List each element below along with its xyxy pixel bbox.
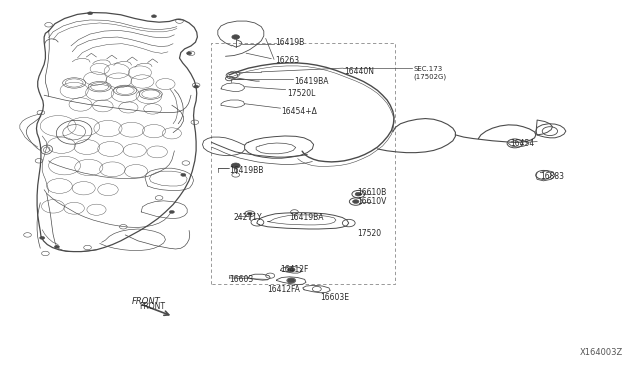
Circle shape bbox=[170, 211, 174, 214]
Text: 16454+Δ: 16454+Δ bbox=[282, 108, 317, 116]
Circle shape bbox=[152, 15, 157, 18]
Text: 24271Y: 24271Y bbox=[234, 213, 262, 222]
Text: 17520L: 17520L bbox=[287, 89, 315, 98]
Circle shape bbox=[193, 85, 198, 88]
Circle shape bbox=[186, 52, 191, 55]
Text: 16419BA: 16419BA bbox=[294, 77, 329, 86]
Text: 16610B: 16610B bbox=[357, 188, 387, 197]
Circle shape bbox=[287, 278, 295, 283]
Text: 17520: 17520 bbox=[357, 229, 381, 238]
Text: 16419BA: 16419BA bbox=[289, 213, 324, 222]
Circle shape bbox=[40, 236, 45, 239]
Text: 16263: 16263 bbox=[275, 56, 300, 65]
Text: 16610V: 16610V bbox=[357, 197, 387, 206]
Circle shape bbox=[353, 200, 359, 203]
Text: 16454: 16454 bbox=[510, 139, 534, 148]
Circle shape bbox=[355, 192, 362, 196]
Text: X164003Z: X164003Z bbox=[580, 348, 623, 357]
Text: FRONT: FRONT bbox=[132, 297, 161, 306]
Circle shape bbox=[247, 212, 252, 215]
Text: 16419B: 16419B bbox=[275, 38, 305, 47]
Text: 16883: 16883 bbox=[540, 172, 564, 181]
Text: FRONT: FRONT bbox=[140, 302, 166, 311]
Circle shape bbox=[231, 163, 240, 168]
Text: 16603E: 16603E bbox=[320, 293, 349, 302]
Circle shape bbox=[287, 267, 295, 272]
Circle shape bbox=[88, 12, 93, 15]
Circle shape bbox=[54, 245, 60, 248]
Text: 16440N: 16440N bbox=[344, 67, 374, 76]
Text: 16419BB: 16419BB bbox=[229, 166, 264, 174]
Text: (17502G): (17502G) bbox=[413, 73, 446, 80]
Text: 16412FA: 16412FA bbox=[268, 285, 301, 294]
Text: 16412F: 16412F bbox=[280, 265, 308, 274]
Circle shape bbox=[180, 173, 186, 176]
Text: 16603: 16603 bbox=[229, 275, 253, 284]
Text: SEC.173: SEC.173 bbox=[413, 66, 442, 72]
Circle shape bbox=[232, 35, 239, 39]
